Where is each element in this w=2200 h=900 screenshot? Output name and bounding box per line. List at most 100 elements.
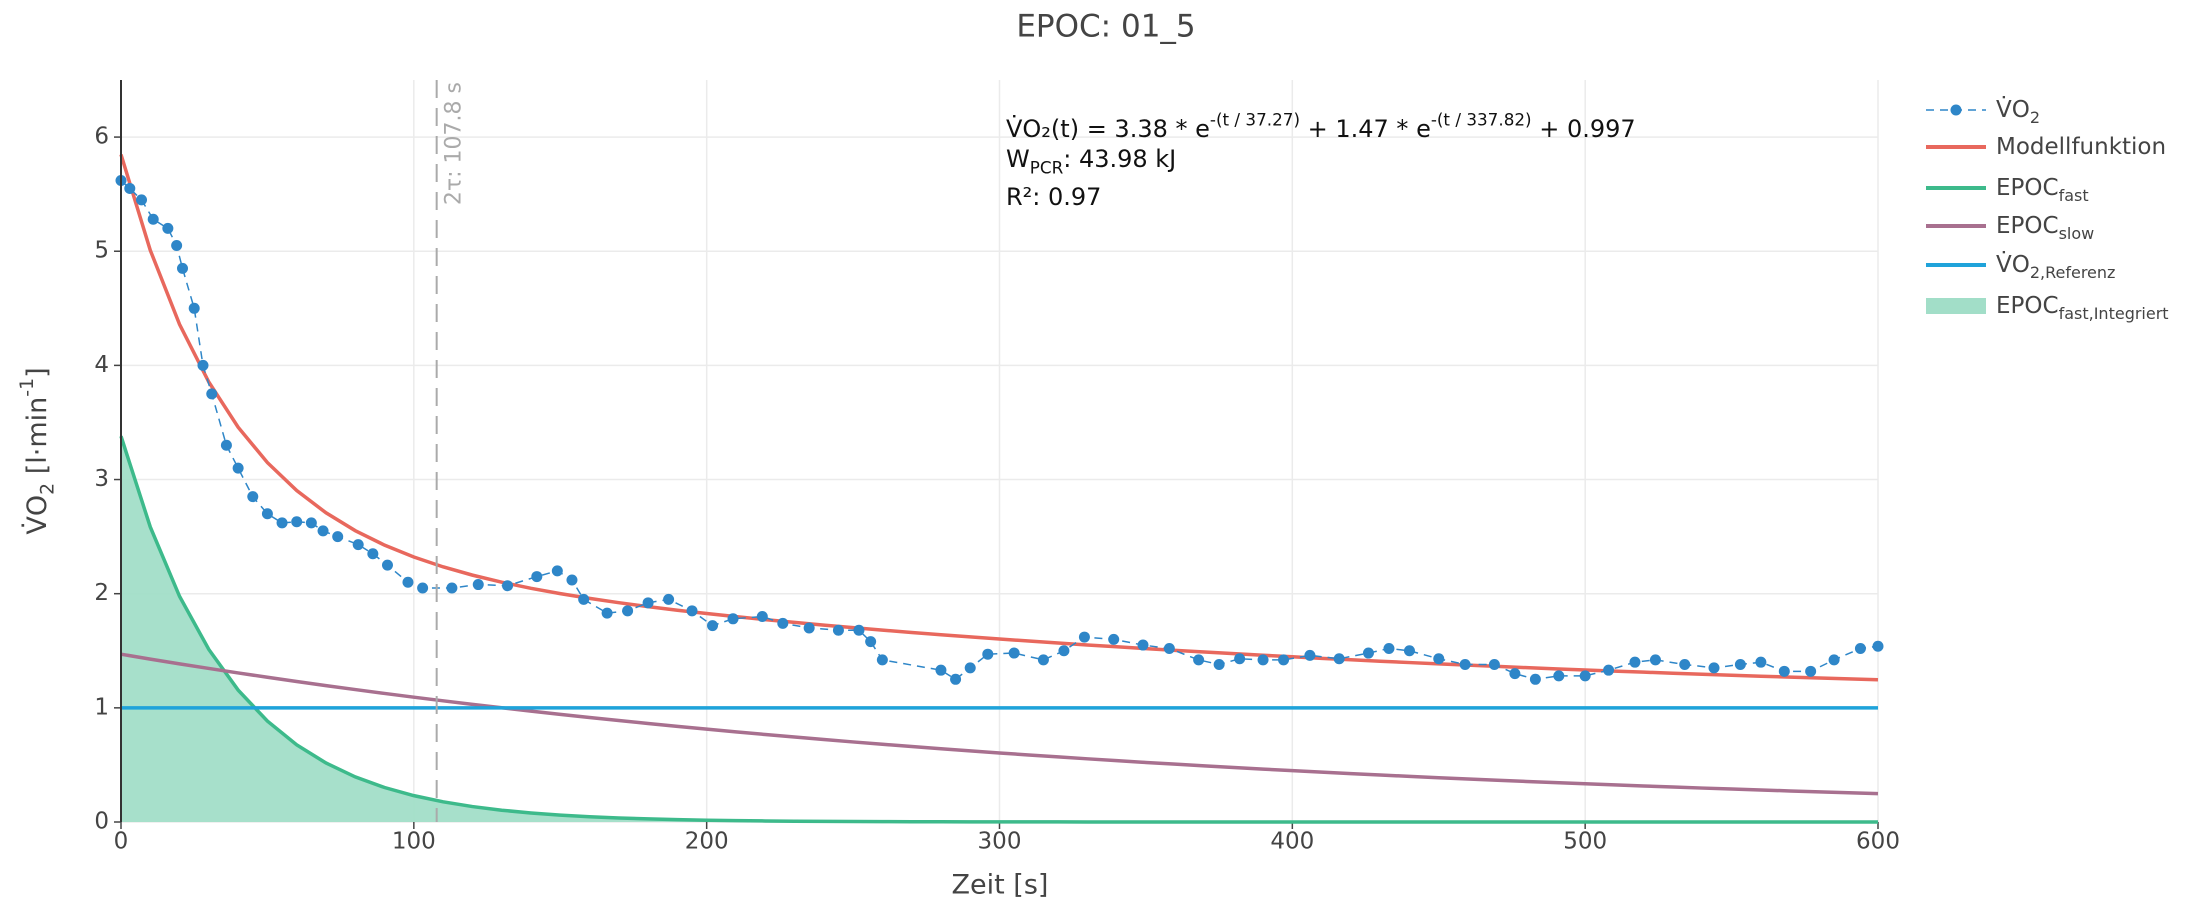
marker [642, 597, 654, 609]
subscript: 2 [36, 483, 58, 495]
marker [502, 580, 514, 592]
marker [777, 617, 789, 629]
marker [1755, 656, 1767, 668]
legend-item[interactable]: EPOCslow [1926, 213, 2094, 243]
marker [1459, 658, 1471, 670]
marker [1828, 654, 1840, 666]
marker [707, 620, 719, 632]
annotation: R²: 0.97 [1006, 183, 1101, 211]
marker [1333, 653, 1345, 665]
marker [197, 359, 209, 371]
x-tick-label: 500 [1563, 829, 1607, 855]
marker [1579, 670, 1591, 682]
chart-title: EPOC: 01_5 [1016, 9, 1195, 45]
legend-label: V̇O2 [1996, 95, 2040, 126]
x-axis-title: Zeit [s] [952, 870, 1049, 900]
text-part: + 1.47 * e [1300, 115, 1431, 143]
marker [1278, 654, 1290, 666]
series-line [119, 154, 1879, 682]
text-part: W [1006, 145, 1030, 173]
marker [1008, 647, 1020, 659]
legend-item[interactable]: V̇O2 [1926, 95, 2040, 127]
legend-item[interactable]: EPOCfast,Integriert [1926, 293, 2169, 323]
y-axis-title: V̇O2 [l·min-1] [16, 367, 58, 534]
marker [578, 593, 590, 605]
marker [367, 548, 379, 560]
marker [1778, 665, 1790, 677]
marker [1137, 639, 1149, 651]
marker [176, 262, 188, 274]
marker [1108, 633, 1120, 645]
marker [803, 622, 815, 634]
text-part: [l·min [22, 397, 53, 483]
marker [162, 222, 174, 234]
text-part: : 43.98 kJ [1063, 145, 1176, 173]
legend-item[interactable]: Modellfunktion [1926, 134, 2166, 160]
marker [1805, 665, 1817, 677]
subscript: fast [2059, 186, 2089, 205]
series-line [120, 652, 1879, 796]
supscript: -(t / 37.27) [1210, 109, 1300, 129]
supscript: -1 [16, 378, 38, 397]
marker [686, 605, 698, 617]
x-tick-label: 600 [1856, 829, 1900, 855]
y-tick-label: 0 [94, 809, 109, 835]
marker [261, 508, 273, 520]
subscript: 2 [2030, 108, 2040, 127]
x-tick-label: 200 [685, 829, 729, 855]
y-tick-label: 6 [94, 124, 109, 150]
marker [352, 539, 364, 551]
subscript: slow [2059, 224, 2095, 243]
marker [876, 654, 888, 666]
marker [147, 213, 159, 225]
marker [1854, 642, 1866, 654]
marker [1629, 656, 1641, 668]
marker [1213, 658, 1225, 670]
text-part: R²: 0.97 [1006, 183, 1101, 211]
marker [935, 664, 947, 676]
x-tick-label: 0 [114, 829, 129, 855]
marker [381, 559, 393, 571]
marker [232, 462, 244, 474]
legend-label: EPOCslow [1996, 213, 2094, 243]
marker [1058, 645, 1070, 657]
marker [135, 194, 147, 206]
marker [317, 525, 329, 537]
marker [551, 565, 563, 577]
marker [865, 636, 877, 648]
marker [663, 593, 675, 605]
marker [472, 579, 484, 591]
marker [305, 517, 317, 529]
marker [727, 613, 739, 625]
marker [1529, 673, 1541, 685]
marker [276, 517, 288, 529]
marker [1488, 658, 1500, 670]
text-part: Modellfunktion [1996, 134, 2166, 160]
subscript: 2,Referenz [2030, 263, 2116, 282]
marker [446, 582, 458, 594]
marker [417, 582, 429, 594]
marker [832, 624, 844, 636]
text-part: V̇O [21, 495, 53, 535]
annotation: WPCR: 43.98 kJ [1006, 145, 1176, 177]
x-tick-label: 300 [978, 829, 1022, 855]
legend-item[interactable]: EPOCfast [1926, 175, 2089, 205]
marker [1872, 640, 1884, 652]
marker [247, 491, 259, 503]
marker [1734, 658, 1746, 670]
marker [622, 605, 634, 617]
marker [1078, 631, 1090, 643]
legend-label: V̇O2,Referenz [1996, 250, 2115, 281]
marker [1649, 654, 1661, 666]
marker [601, 607, 613, 619]
legend-marker [1950, 104, 1962, 116]
marker [1193, 654, 1205, 666]
legend-item[interactable]: V̇O2,Referenz [1926, 250, 2115, 282]
legend-swatch [1926, 298, 1986, 314]
marker [332, 531, 344, 543]
marker [982, 648, 994, 660]
legend-label: EPOCfast [1996, 175, 2089, 205]
legend-label: Modellfunktion [1996, 134, 2166, 160]
